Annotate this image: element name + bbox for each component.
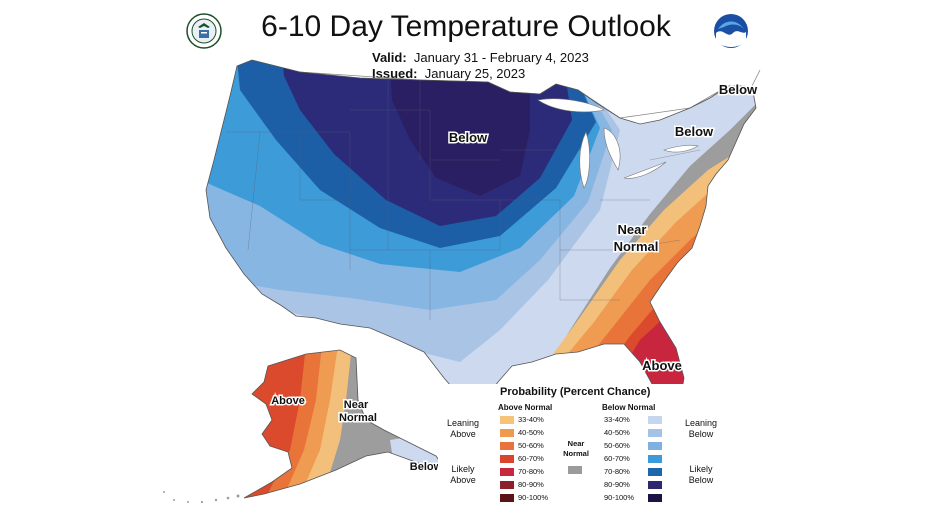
legend-swatch-above-3 (500, 455, 514, 463)
legend-label-above-4: 70-80% (518, 467, 544, 476)
legend-leaning-below: Leaning Below (676, 418, 726, 440)
legend-swatch-above-2 (500, 442, 514, 450)
great-lakes (537, 98, 699, 189)
label-below-north: Below (449, 130, 488, 145)
issued-line: Issued: January 25, 2023 (372, 66, 525, 81)
legend-label-below-2: 50-60% (604, 441, 630, 450)
legend-likely-below: Likely Below (676, 464, 726, 486)
likely-below-word-2: Below (688, 475, 714, 485)
noaa-logo-icon (714, 14, 748, 48)
aleutian-islands (163, 491, 240, 504)
legend-label-below-5: 80-90% (604, 480, 630, 489)
legend-near-normal: Near Normal (558, 439, 594, 459)
legend-swatch-above-4 (500, 468, 514, 476)
legend-likely-above: Likely Above (438, 464, 488, 486)
legend-swatch-above-6 (500, 494, 514, 502)
leaning-below-word-1: Leaning (684, 418, 718, 428)
probability-legend: Probability (Percent Chance) Above Norma… (438, 384, 728, 510)
legend-swatch-above-0 (500, 416, 514, 424)
map-title: 6-10 Day Temperature Outlook (261, 10, 671, 43)
label-above-alaska: Above (271, 395, 305, 407)
leaning-above-word-1: Leaning (446, 418, 480, 428)
legend-below-header: Below Normal (602, 403, 656, 412)
legend-label-below-6: 90-100% (604, 493, 635, 502)
label-below-alaska: Below (410, 461, 443, 473)
legend-label-below-1: 40-50% (604, 428, 630, 437)
legend-swatch-below-2 (648, 442, 662, 450)
legend-leaning-above: Leaning Above (438, 418, 488, 440)
conus-outline (205, 59, 757, 405)
label-below-ne: Below (675, 124, 714, 139)
label-near-alaska-1: Near (344, 399, 369, 411)
alaska-probability-bands (244, 350, 446, 498)
legend-label-above-2: 50-60% (518, 441, 544, 450)
legend-label-above-6: 90-100% (518, 493, 549, 502)
near-word-2: Normal (563, 449, 589, 458)
legend-label-above-5: 80-90% (518, 480, 544, 489)
legend-above-header: Above Normal (498, 403, 553, 412)
legend-swatch-below-1 (648, 429, 662, 437)
legend-label-below-3: 60-70% (604, 454, 630, 463)
legend-label-below-0: 33-40% (604, 415, 630, 424)
valid-label: Valid: (372, 50, 407, 65)
legend-label-above-3: 60-70% (518, 454, 544, 463)
state-boundaries (226, 80, 701, 320)
label-near-alaska-2: Normal (339, 412, 377, 424)
legend-swatch-above-5 (500, 481, 514, 489)
label-below-maine: Below (719, 82, 758, 97)
legend-swatch-above-1 (500, 429, 514, 437)
legend-swatch-below-5 (648, 481, 662, 489)
valid-line: Valid: January 31 - February 4, 2023 (372, 50, 589, 65)
likely-above-word-2: Above (450, 475, 476, 485)
valid-dates: January 31 - February 4, 2023 (413, 50, 589, 65)
legend-swatch-below-0 (648, 416, 662, 424)
legend-swatch-below-4 (648, 468, 662, 476)
legend-label-below-4: 70-80% (604, 467, 630, 476)
legend-label-above-1: 40-50% (518, 428, 544, 437)
near-word-1: Near (567, 439, 585, 448)
legend-title: Probability (Percent Chance) (500, 386, 651, 398)
legend-near-swatch (568, 466, 582, 474)
legend-label-above-0: 33-40% (518, 415, 544, 424)
label-above-se: Above (642, 358, 682, 373)
label-near-normal-2: Normal (614, 239, 659, 254)
legend-swatch-below-3 (648, 455, 662, 463)
commerce-seal-icon (186, 13, 222, 49)
issued-date: January 25, 2023 (424, 66, 526, 81)
leaning-above-word-2: Above (450, 429, 476, 439)
leaning-below-word-2: Below (688, 429, 714, 439)
likely-above-word-1: Likely (451, 464, 475, 474)
label-near-normal-1: Near (618, 222, 647, 237)
likely-below-word-1: Likely (689, 464, 713, 474)
legend-swatch-below-6 (648, 494, 662, 502)
conus-probability-bands (206, 60, 756, 404)
alaska-outline (243, 349, 447, 499)
